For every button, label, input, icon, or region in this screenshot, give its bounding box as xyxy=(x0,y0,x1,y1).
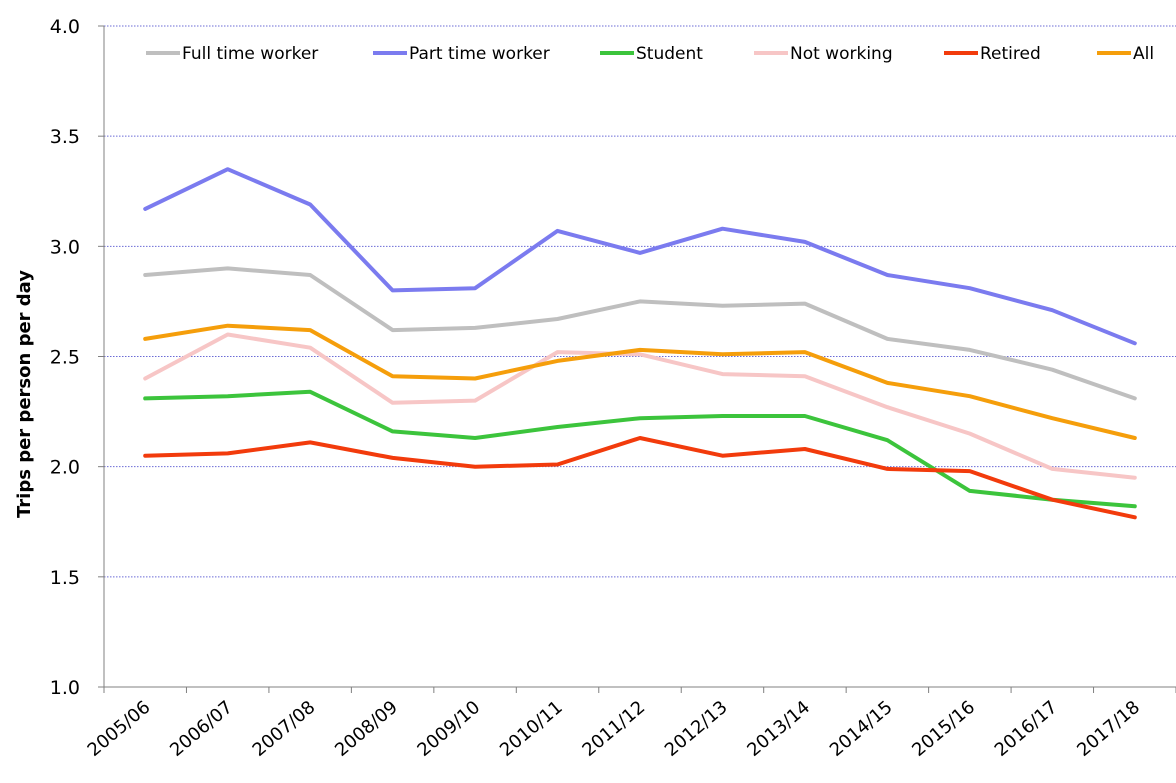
x-tick-label: 2016/17 xyxy=(991,697,1062,761)
series-line-retired xyxy=(143,436,1137,520)
y-tick-label: 3.5 xyxy=(50,126,80,148)
legend: Full time worker Part time worker Student N… xyxy=(146,44,1154,64)
series-lines xyxy=(143,167,1137,520)
x-tick-label: 2012/13 xyxy=(661,697,732,761)
x-tick-label: 2011/12 xyxy=(578,697,649,761)
x-tick-label: 2005/06 xyxy=(84,697,155,761)
legend-label: All xyxy=(1133,44,1154,64)
y-tick-label: 3.0 xyxy=(50,236,80,258)
y-axis-title: Trips per person per day xyxy=(14,270,35,518)
y-tick-label: 2.5 xyxy=(50,347,80,369)
legend-label: Student xyxy=(636,44,703,64)
x-tick-label: 2013/14 xyxy=(743,697,814,761)
legend-label: Part time worker xyxy=(409,44,550,64)
series-line-all xyxy=(143,323,1137,440)
x-tick-label: 2006/07 xyxy=(166,697,237,761)
axes: 1.0 1.5 2.0 2.5 3.0 3.5 4.0 2005/06 2006/07 2007/… xyxy=(50,16,1176,761)
legend-label: Not working xyxy=(790,44,893,64)
y-tick-label: 2.0 xyxy=(50,457,80,479)
series-line-full-time-worker xyxy=(143,266,1137,401)
series-line-part-time-worker xyxy=(143,167,1137,346)
legend-label: Retired xyxy=(980,44,1041,64)
x-tick-label: 2009/10 xyxy=(414,697,485,761)
x-tick-label: 2007/08 xyxy=(249,697,320,761)
x-tick-label: 2015/16 xyxy=(908,697,979,761)
x-tick-label: 2008/09 xyxy=(331,697,402,761)
x-tick-label: 2014/15 xyxy=(826,697,897,761)
y-tick-label: 1.5 xyxy=(50,567,80,589)
series-line-student xyxy=(143,389,1137,509)
legend-label: Full time worker xyxy=(182,44,318,64)
x-tick-label: 2017/18 xyxy=(1073,697,1144,761)
y-tick-label: 4.0 xyxy=(50,16,80,38)
x-tick-label: 2010/11 xyxy=(496,697,567,761)
series-line-not-working xyxy=(143,332,1137,480)
y-tick-label: 1.0 xyxy=(50,677,80,699)
